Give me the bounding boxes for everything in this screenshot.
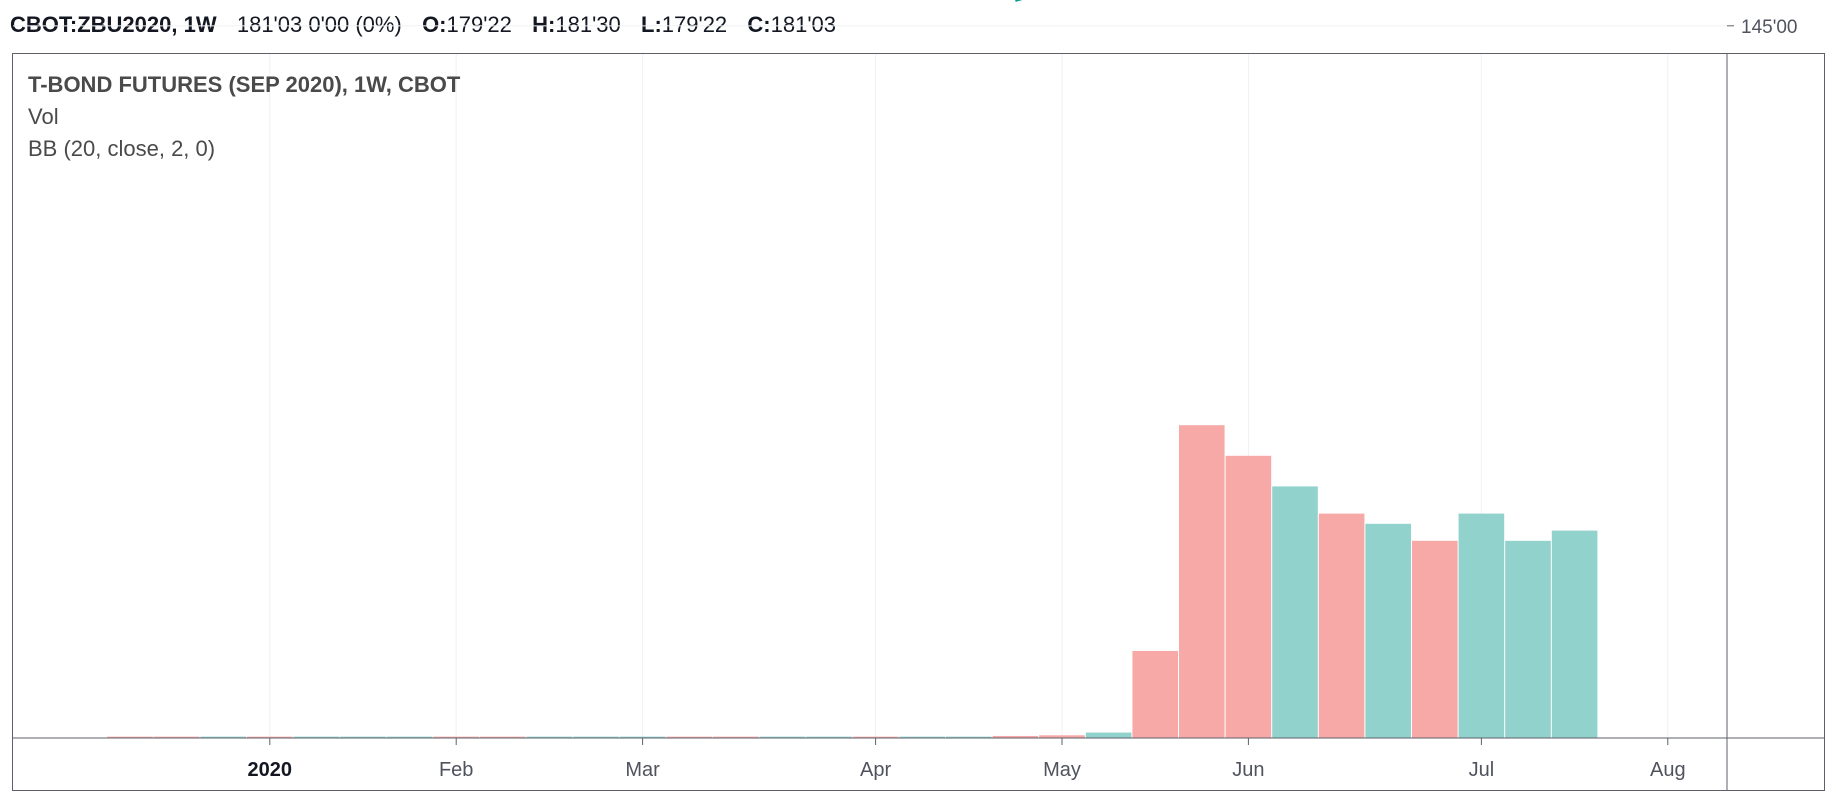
x-tick-label: May [1043,759,1081,781]
volume-bar [946,736,992,738]
volume-bar [340,736,386,738]
close-label: C: [747,12,771,37]
volume-bar [153,736,200,738]
bollinger-area [1015,0,1019,1]
volume-bar [386,736,433,738]
symbol-label: CBOT:ZBU2020, 1W [10,12,217,37]
axes: 145'00150'00155'00160'00165'00170'00175'… [13,17,1824,790]
volume-bar [1179,425,1225,738]
volume-bar [806,736,852,738]
volume-bar [107,736,153,738]
high-label: H: [532,12,556,37]
bollinger-lower [1015,0,1023,2]
chart-frame[interactable] [12,53,1825,791]
volume-bar [1225,455,1272,738]
low-label: L: [641,12,662,37]
bollinger-lines [1015,0,1023,2]
volume-bar [1272,486,1318,738]
volume-bar [293,736,340,738]
volume-bar [666,736,712,738]
volume-bar [992,735,1039,738]
volume-bar [899,736,945,738]
change-value: 181'03 0'00 (0%) [236,12,402,37]
legend-bollinger: BB (20, close, 2, 0) [28,136,216,161]
volume-bar [247,736,293,738]
volume-bar [480,736,526,738]
grid-lines [13,25,1727,738]
x-tick-label: Apr [860,759,891,781]
legend-title: T-BOND FUTURES (SEP 2020), 1W, CBOT [28,72,461,97]
legend-volume: Vol [28,104,59,129]
x-tick-label: 2020 [248,759,293,781]
volume-bar [852,736,899,738]
open-label: O: [422,12,447,37]
volume-bar [713,736,759,738]
volume-bar [433,736,479,738]
high-value: 181'30 [555,12,621,37]
volume-bar [200,736,246,738]
volume-bar [1365,523,1411,738]
x-tick-label: Jun [1232,759,1264,781]
volume-bar [1505,540,1551,738]
volume-bar [1551,530,1598,738]
volume-bar [1085,732,1132,738]
volume-bar [1039,735,1085,738]
x-tick-label: Aug [1650,759,1686,781]
bollinger-fill [1015,0,1019,1]
y-tick-label: 145'00 [1741,17,1797,38]
volume-bar [759,736,806,738]
volume-bar [619,736,666,738]
x-tick-label: Feb [439,759,473,781]
volume-bar [1318,513,1365,738]
close-value: 181'03 [770,12,837,37]
volume-bar [1412,540,1458,738]
low-value: 179'22 [661,12,728,37]
volume-bar [1458,513,1505,738]
volume-bar [526,736,573,738]
open-value: 179'22 [446,12,512,37]
volume-bar [573,736,619,738]
x-tick-label: Mar [625,759,660,781]
volume-bars [107,425,1598,738]
chart-header: CBOT:ZBU2020, 1W 181'03 0'00 (0%) O:179'… [10,12,836,38]
volume-bar [1132,650,1178,738]
x-tick-label: Jul [1469,759,1495,781]
